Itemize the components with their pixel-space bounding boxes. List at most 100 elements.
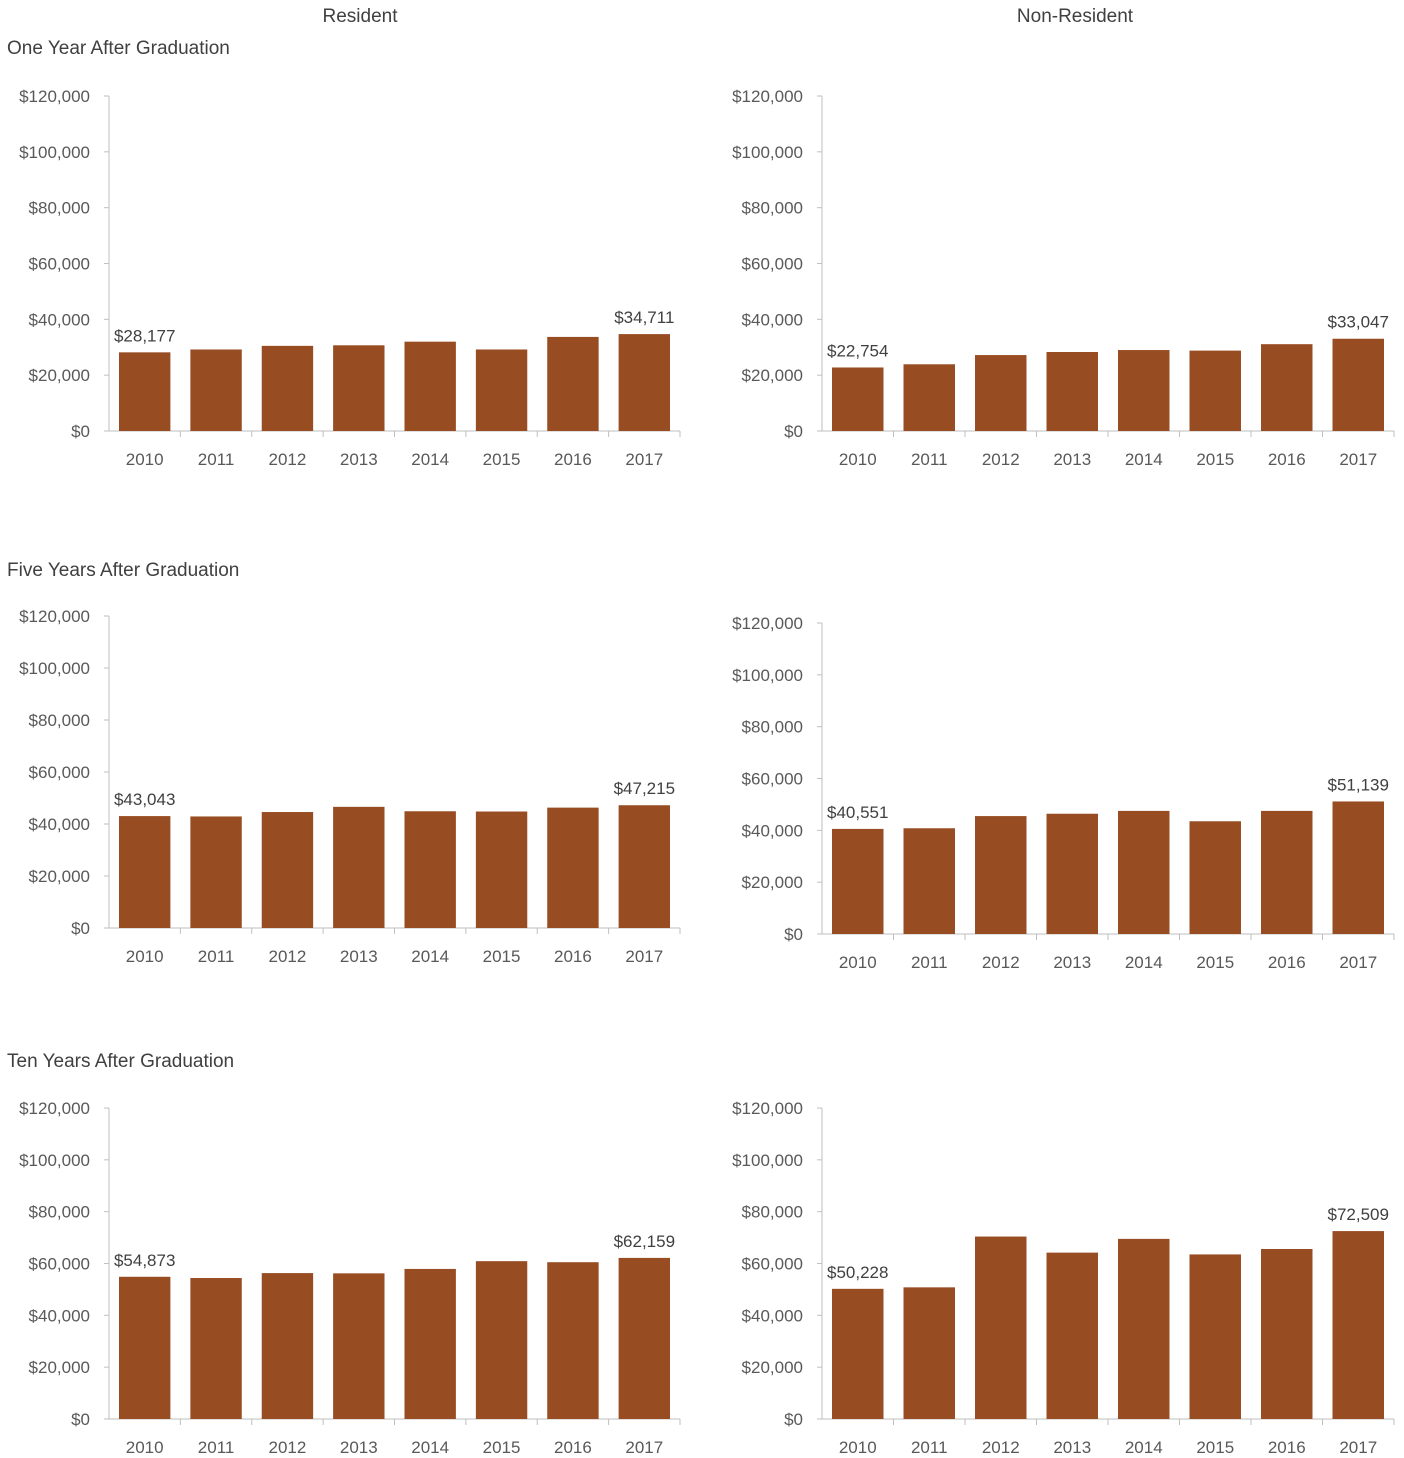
five-year-section-title: Five Years After Graduation xyxy=(7,560,240,581)
x-tick-label: 2013 xyxy=(340,450,378,469)
x-tick-label: 2014 xyxy=(411,450,449,469)
x-tick-label: 2011 xyxy=(911,953,948,972)
x-tick-label: 2012 xyxy=(982,1438,1020,1457)
bar-2012 xyxy=(975,1236,1027,1419)
x-tick-label: 2011 xyxy=(198,947,235,966)
x-tick-label: 2013 xyxy=(340,1438,378,1457)
bar-2012 xyxy=(975,816,1027,934)
bar-2014 xyxy=(1118,810,1170,934)
x-tick-label: 2012 xyxy=(982,450,1020,469)
y-tick-label: $40,000 xyxy=(29,1306,90,1325)
bar-2010 xyxy=(832,828,884,934)
y-tick-label: $100,000 xyxy=(732,1151,803,1170)
bar-2010 xyxy=(832,1288,884,1419)
bar-2011 xyxy=(903,828,955,934)
y-tick-label: $120,000 xyxy=(732,87,803,106)
x-tick-label: 2010 xyxy=(126,947,164,966)
bar-2016 xyxy=(1261,810,1313,934)
x-tick-label: 2011 xyxy=(911,1438,948,1457)
x-tick-label: 2016 xyxy=(1268,953,1306,972)
bar-2012 xyxy=(975,355,1027,431)
y-tick-label: $40,000 xyxy=(29,815,90,834)
y-tick-label: $100,000 xyxy=(19,1151,90,1170)
y-tick-label: $100,000 xyxy=(732,143,803,162)
x-tick-label: 2012 xyxy=(982,953,1020,972)
bar-2010 xyxy=(832,367,884,431)
x-tick-label: 2014 xyxy=(1125,953,1163,972)
data-label: $22,754 xyxy=(827,341,888,360)
x-tick-label: 2015 xyxy=(1196,1438,1234,1457)
bar-2012 xyxy=(261,812,314,928)
bar-2015 xyxy=(1189,350,1241,431)
x-tick-label: 2015 xyxy=(1196,450,1234,469)
y-tick-label: $20,000 xyxy=(742,366,803,385)
bar-2013 xyxy=(333,1273,385,1419)
x-tick-label: 2016 xyxy=(554,1438,592,1457)
bar-2017 xyxy=(1332,1231,1384,1419)
data-label: $34,711 xyxy=(614,308,674,327)
ten-year-resident-chart: $0 $20,000 $40,000 $60,000 $80,000 $100,000 $1… xyxy=(19,1099,681,1457)
y-tick-label: $80,000 xyxy=(742,718,803,737)
x-tick-label: 2017 xyxy=(625,947,663,966)
data-label: $43,043 xyxy=(114,790,175,809)
bar-2013 xyxy=(333,806,385,928)
bar-2010 xyxy=(118,352,171,431)
bar-2017 xyxy=(1332,338,1384,431)
y-tick-label: $60,000 xyxy=(29,763,90,782)
bar-2014 xyxy=(1118,350,1170,431)
y-tick-label: $0 xyxy=(71,422,90,441)
x-tick-label: 2012 xyxy=(269,947,307,966)
x-tick-label: 2013 xyxy=(1053,1438,1091,1457)
bar-2011 xyxy=(190,349,242,431)
y-tick-label: $120,000 xyxy=(19,87,90,106)
y-tick-label: $60,000 xyxy=(742,255,803,274)
five-year-nonresident-chart: $0 $20,000 $40,000 $60,000 $80,000 $100,000 $1… xyxy=(732,614,1395,972)
one-year-nonresident-chart: $0 $20,000 $40,000 $60,000 $80,000 $100,000 $1… xyxy=(732,87,1395,469)
x-tick-label: 2013 xyxy=(1053,450,1091,469)
y-tick-label: $120,000 xyxy=(19,607,90,626)
bar-2014 xyxy=(404,1268,456,1419)
x-tick-label: 2010 xyxy=(839,450,877,469)
bar-2015 xyxy=(1189,1254,1241,1419)
x-tick-label: 2010 xyxy=(126,450,164,469)
bar-2017 xyxy=(618,805,671,928)
bar-2012 xyxy=(261,345,314,431)
y-tick-label: $60,000 xyxy=(29,255,90,274)
x-tick-label: 2014 xyxy=(411,947,449,966)
bar-2011 xyxy=(190,816,242,928)
x-tick-label: 2017 xyxy=(1339,953,1377,972)
y-tick-label: $20,000 xyxy=(742,873,803,892)
x-tick-label: 2016 xyxy=(554,450,592,469)
bar-2011 xyxy=(903,364,955,431)
bar-2010 xyxy=(118,816,171,928)
y-tick-label: $60,000 xyxy=(742,770,803,789)
data-label: $54,873 xyxy=(114,1251,175,1270)
x-tick-label: 2010 xyxy=(126,1438,164,1457)
bar-2017 xyxy=(618,1257,671,1419)
x-tick-label: 2011 xyxy=(198,1438,235,1457)
bar-2011 xyxy=(903,1287,955,1419)
y-tick-label: $100,000 xyxy=(19,143,90,162)
x-tick-label: 2015 xyxy=(1196,953,1234,972)
bar-2016 xyxy=(1261,1248,1313,1419)
y-tick-label: $20,000 xyxy=(29,867,90,886)
ten-year-section-title: Ten Years After Graduation xyxy=(7,1051,235,1072)
bar-2015 xyxy=(475,811,528,928)
y-tick-label: $0 xyxy=(784,422,803,441)
bar-2016 xyxy=(547,807,599,928)
bar-2016 xyxy=(547,336,599,431)
data-label: $28,177 xyxy=(114,326,175,345)
one-year-section-title: One Year After Graduation xyxy=(7,38,230,59)
x-tick-label: 2015 xyxy=(483,947,521,966)
bar-2017 xyxy=(1332,801,1384,934)
x-tick-label: 2015 xyxy=(483,450,521,469)
y-tick-label: $120,000 xyxy=(732,614,803,633)
y-tick-label: $80,000 xyxy=(742,1203,803,1222)
x-tick-label: 2013 xyxy=(1053,953,1091,972)
y-tick-label: $120,000 xyxy=(19,1099,90,1118)
bar-2013 xyxy=(1046,351,1098,431)
x-tick-label: 2017 xyxy=(625,450,663,469)
x-tick-label: 2012 xyxy=(269,1438,307,1457)
y-tick-label: $40,000 xyxy=(742,1306,803,1325)
